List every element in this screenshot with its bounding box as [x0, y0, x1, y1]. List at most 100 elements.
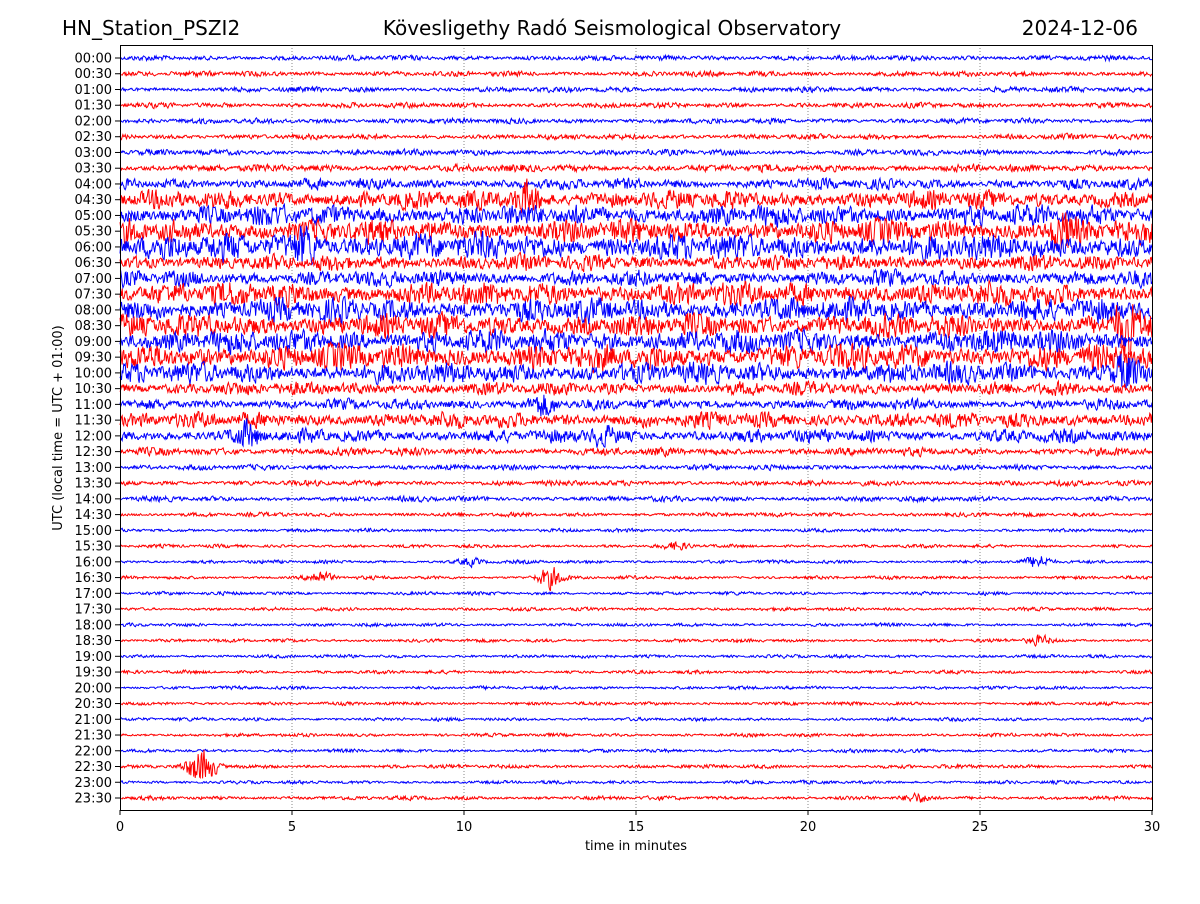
y-tick-label: 21:30	[75, 729, 112, 744]
y-tick-label: 13:00	[75, 461, 112, 476]
y-tick-label: 23:00	[75, 776, 112, 791]
plot-frame	[120, 45, 1153, 811]
y-tick-label: 17:00	[75, 587, 112, 602]
x-tick-label: 25	[972, 820, 989, 835]
trace-0830	[119, 304, 1153, 356]
y-tick-label: 15:00	[75, 524, 112, 539]
trace-1230	[119, 445, 1153, 458]
trace-2330	[120, 791, 1153, 803]
y-tick-label: 18:30	[75, 634, 112, 649]
y-tick-label: 10:30	[75, 382, 112, 397]
trace-0500	[119, 202, 1153, 228]
trace-0530	[119, 212, 1153, 250]
y-tick-label: 08:30	[75, 319, 112, 334]
trace-1430	[119, 511, 1153, 519]
y-tick-label: 00:30	[75, 67, 112, 82]
y-tick-label: 14:30	[75, 508, 112, 523]
trace-0300	[119, 147, 1153, 158]
trace-1330	[119, 478, 1153, 488]
trace-0600	[119, 225, 1153, 266]
y-tick-label: 08:00	[75, 303, 112, 318]
x-tick-label: 5	[288, 820, 296, 835]
trace-0230	[119, 132, 1152, 142]
y-tick-label: 13:30	[75, 477, 112, 492]
y-axis: 00:0000:3001:0001:3002:0002:3003:0003:30…	[75, 52, 120, 807]
trace-1400	[119, 494, 1153, 504]
trace-0200	[119, 116, 1153, 126]
x-tick-label: 30	[1144, 820, 1161, 835]
trace-1500	[119, 527, 1153, 534]
trace-2100	[119, 716, 1153, 723]
trace-0630	[119, 251, 1153, 273]
y-tick-label: 10:00	[75, 366, 112, 381]
trace-1700	[119, 590, 1153, 597]
y-tick-label: 15:30	[75, 540, 112, 555]
trace-0000	[119, 53, 1152, 63]
y-tick-label: 05:30	[75, 225, 112, 240]
x-axis: 0 5 10 15 20 25 30	[116, 810, 1160, 835]
trace-0730	[119, 279, 1153, 310]
y-tick-label: 18:00	[75, 618, 112, 633]
x-tick-label: 15	[628, 820, 645, 835]
trace-1600	[119, 556, 1153, 569]
y-tick-label: 17:30	[75, 603, 112, 618]
y-tick-label: 23:30	[75, 792, 112, 807]
trace-1000	[119, 353, 1153, 389]
trace-0030	[119, 69, 1153, 79]
grid-lines	[291, 45, 981, 810]
trace-1130	[119, 410, 1153, 430]
y-tick-label: 21:00	[75, 713, 112, 728]
trace-1030	[119, 379, 1153, 397]
x-tick-label: 10	[456, 820, 473, 835]
trace-1830	[119, 633, 1153, 647]
y-tick-label: 11:00	[75, 398, 112, 413]
trace-0400	[119, 176, 1153, 192]
y-tick-label: 01:30	[75, 99, 112, 114]
trace-1730	[119, 605, 1153, 613]
station-title: HN_Station_PSZI2	[62, 16, 240, 40]
y-tick-label: 05:00	[75, 209, 112, 224]
trace-2130	[119, 731, 1153, 739]
trace-2230	[119, 749, 1153, 779]
y-tick-label: 12:30	[75, 445, 112, 460]
x-axis-label: time in minutes	[585, 839, 687, 854]
y-tick-label: 20:30	[75, 697, 112, 712]
y-tick-label: 22:30	[75, 760, 112, 775]
trace-0700	[119, 268, 1153, 290]
y-tick-label: 16:30	[75, 571, 112, 586]
y-tick-label: 06:00	[75, 240, 112, 255]
trace-1800	[119, 621, 1153, 628]
y-tick-label: 12:00	[75, 429, 112, 444]
y-axis-label: UTC (local time = UTC + 01:00)	[51, 325, 66, 530]
y-tick-label: 09:30	[75, 351, 112, 366]
trace-0930	[119, 340, 1153, 374]
trace-1100	[119, 394, 1153, 417]
trace-1900	[119, 653, 1153, 660]
x-tick-label: 20	[800, 820, 817, 835]
trace-0800	[119, 295, 1153, 326]
y-tick-label: 02:00	[75, 114, 112, 129]
trace-2200	[119, 747, 1153, 754]
y-tick-label: 00:00	[75, 52, 112, 67]
trace-1630	[119, 567, 1153, 592]
trace-2030	[119, 700, 1153, 707]
y-tick-label: 20:00	[75, 681, 112, 696]
trace-0100	[119, 85, 1153, 94]
y-tick-label: 01:00	[75, 83, 112, 98]
trace-1300	[119, 462, 1152, 472]
y-tick-label: 07:30	[75, 288, 112, 303]
trace-1930	[119, 668, 1153, 676]
y-tick-label: 16:00	[75, 555, 112, 570]
trace-0330	[119, 162, 1153, 174]
chart-title: Kövesligethy Radó Seismological Observat…	[383, 16, 841, 40]
traces	[119, 53, 1153, 803]
trace-0430	[119, 178, 1153, 214]
trace-0900	[119, 326, 1153, 355]
y-tick-label: 04:00	[75, 177, 112, 192]
y-tick-label: 11:30	[75, 414, 112, 429]
y-tick-label: 03:00	[75, 146, 112, 161]
y-tick-label: 07:00	[75, 272, 112, 287]
y-tick-label: 02:30	[75, 130, 112, 145]
y-tick-label: 22:00	[75, 744, 112, 759]
